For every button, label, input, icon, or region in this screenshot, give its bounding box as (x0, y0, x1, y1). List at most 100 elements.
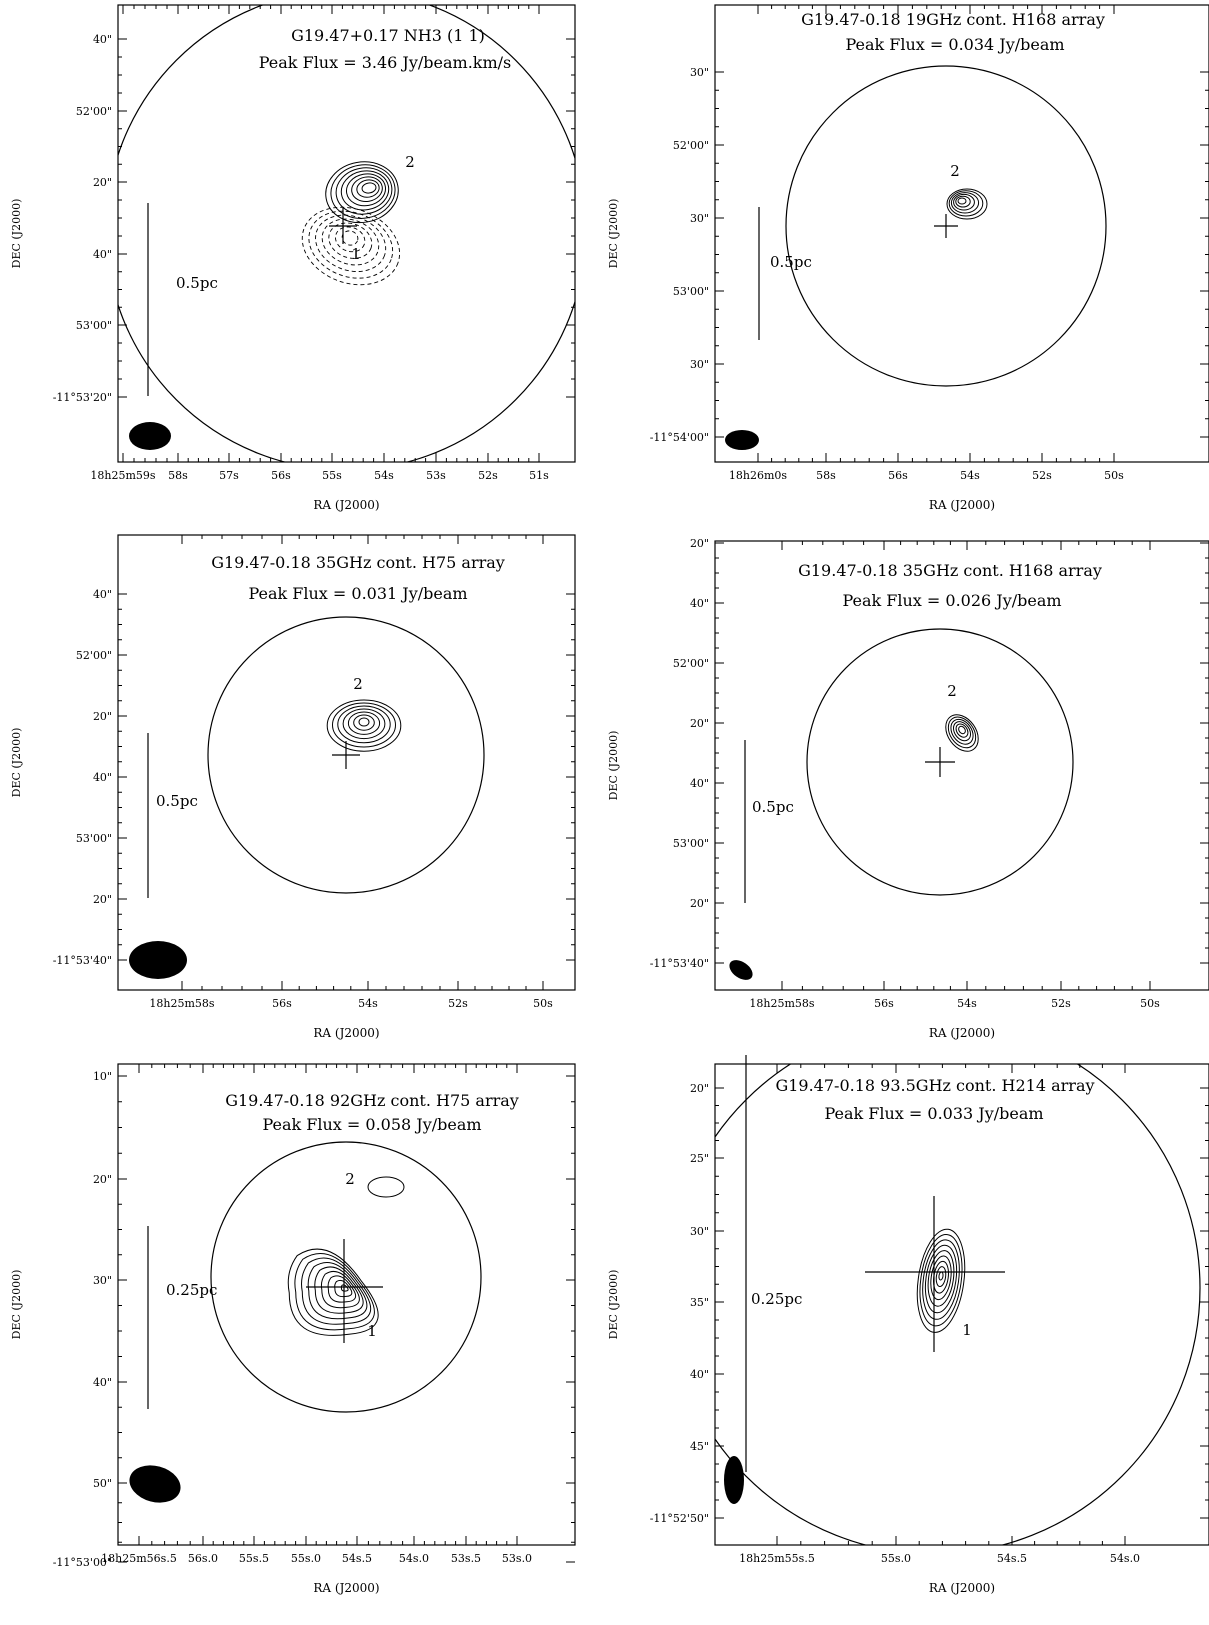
y-tick-label: 52'00" (76, 649, 112, 662)
emission-contour (916, 1228, 966, 1333)
y-tick-label: 30" (93, 1274, 112, 1287)
panel-6: 18h25m55s.5 55s.0 54s.5 54s.0 20" 25" 30" 35" 40… (607, 1055, 1209, 1595)
x-tick-label: 56s (272, 997, 292, 1010)
plot-frame (117, 534, 576, 991)
peak-flux-label: Peak Flux = 0.031 Jy/beam (248, 584, 467, 603)
y-axis-label: DEC (J2000) (607, 199, 620, 269)
emission-contour (919, 1234, 963, 1327)
y-tick-label: 20" (93, 710, 112, 723)
y-tick-label: 25" (690, 1152, 709, 1165)
emission-contour (314, 1266, 364, 1314)
synthesized-beam (129, 941, 187, 979)
absorption-contour (335, 226, 366, 253)
emission-contour (347, 711, 381, 735)
y-tick-label: 50" (93, 1477, 112, 1490)
y-tick-label: 52'00" (673, 657, 709, 670)
y-tick-label: 40" (690, 597, 709, 610)
panel-title: G19.47-0.18 93.5GHz cont. H214 array (775, 1076, 1094, 1095)
x-tick-label: 54s (358, 997, 378, 1010)
x-axis-label: RA (J2000) (929, 1581, 995, 1595)
x-tick-label: 54s.0 (1110, 1552, 1140, 1565)
emission-contour (950, 718, 974, 745)
primary-beam-circle (210, 1141, 482, 1413)
y-tick-label: 20" (690, 717, 709, 730)
emission-contour (952, 721, 972, 742)
y-tick-label: 30" (690, 1225, 709, 1238)
x-tick-label: 54s (960, 469, 980, 482)
emission-contour (361, 182, 377, 194)
emission-contour (950, 192, 980, 214)
x-tick-label: 57s (219, 469, 239, 482)
x-tick-label: 55s.0 (881, 1552, 911, 1565)
x-tick-label: 56s (888, 469, 908, 482)
y-tick-label: 20" (93, 893, 112, 906)
emission-contour (307, 1262, 368, 1320)
emission-contour (340, 170, 390, 211)
peak-flux-label: Peak Flux = 0.058 Jy/beam (262, 1115, 481, 1134)
scale-bar-label: 0.25pc (166, 1281, 217, 1299)
y-tick-label: -11°53'00" (53, 1556, 112, 1569)
panel-5: 18h25m56s.5 56s.0 55s.5 55s.0 54s.5 54s.0 53s.… (10, 1063, 576, 1595)
source-label: 2 (947, 682, 957, 700)
primary-beam-circle (207, 616, 485, 894)
emission-contour (930, 1255, 952, 1301)
x-tick-label: 18h26m0s (729, 469, 788, 482)
y-tick-label: 30" (690, 212, 709, 225)
emission-contour (356, 179, 380, 198)
scale-bar-label: 0.5pc (156, 792, 198, 810)
absorption-contour (328, 222, 373, 259)
synthesized-beam (724, 1456, 744, 1504)
y-tick-label: -11°53'40" (650, 957, 709, 970)
y-axis-label: DEC (J2000) (10, 728, 23, 798)
panel-3: 18h25m58s 56s 54s 52s 50s 40" 52'00" 20" 40" 53'0… (10, 534, 576, 1040)
y-tick-label: 10" (93, 1070, 112, 1083)
emission-contour (945, 714, 979, 752)
scale-bar-label: 0.5pc (176, 274, 218, 292)
panel-title: G19.47+0.17 NH3 (1 1) (291, 26, 485, 45)
x-tick-label: 52s (448, 997, 468, 1010)
emission-contour (330, 164, 396, 219)
emission-contour (955, 195, 971, 208)
emission-contour (325, 161, 399, 224)
x-tick-label: 53s.0 (502, 1552, 532, 1565)
emission-contour (947, 716, 977, 749)
emission-contour (326, 699, 402, 752)
x-tick-label: 58s (816, 469, 836, 482)
y-tick-label: 40" (93, 248, 112, 261)
scale-bar-label: 0.5pc (752, 798, 794, 816)
peak-flux-label: Peak Flux = 0.034 Jy/beam (845, 35, 1064, 54)
x-tick-label: 55s (322, 469, 342, 482)
source-label: 2 (353, 675, 363, 693)
panel-title: G19.47-0.18 35GHz cont. H168 array (798, 561, 1102, 580)
emission-contour (294, 1253, 375, 1331)
y-tick-label: 53'00" (76, 319, 112, 332)
emission-contour (327, 1275, 357, 1303)
x-tick-label: 52s (1032, 469, 1052, 482)
x-tick-label: 54s.5 (342, 1552, 372, 1565)
x-tick-label: 18h25m55s.5 (739, 1552, 815, 1565)
source-label: 1 (962, 1321, 972, 1339)
y-tick-label: 40" (93, 33, 112, 46)
panel-4: 18h25m58s 56s 54s 52s 50s 20" 40" 52'00" 20" 40" 5… (607, 537, 1209, 1040)
panel-title: G19.47-0.18 35GHz cont. H75 array (211, 553, 505, 572)
y-tick-label: 52'00" (673, 139, 709, 152)
emission-contour (955, 723, 969, 738)
emission-contour (935, 1266, 947, 1288)
source-label: 1 (351, 245, 361, 263)
panel-title: G19.47-0.18 92GHz cont. H75 array (225, 1091, 519, 1110)
primary-beam-circle (806, 628, 1074, 896)
emission-contour (938, 1271, 944, 1281)
x-tick-label: 18h25m58s (749, 997, 815, 1010)
synthesized-beam (725, 430, 759, 450)
x-tick-label: 50s (1140, 997, 1160, 1010)
y-tick-label: 40" (690, 1368, 709, 1381)
panel-2: 18h26m0s 58s 56s 54s 52s 50s 30" 52'00" 30" 53'00… (607, 4, 1209, 512)
plot-frame (714, 1063, 1209, 1546)
emission-contour (957, 197, 967, 205)
source-label: 2 (950, 162, 960, 180)
y-tick-label: 40" (93, 771, 112, 784)
x-axis-label: RA (J2000) (929, 1026, 995, 1040)
y-tick-label: 20" (93, 1173, 112, 1186)
y-axis-label: DEC (J2000) (10, 199, 23, 269)
